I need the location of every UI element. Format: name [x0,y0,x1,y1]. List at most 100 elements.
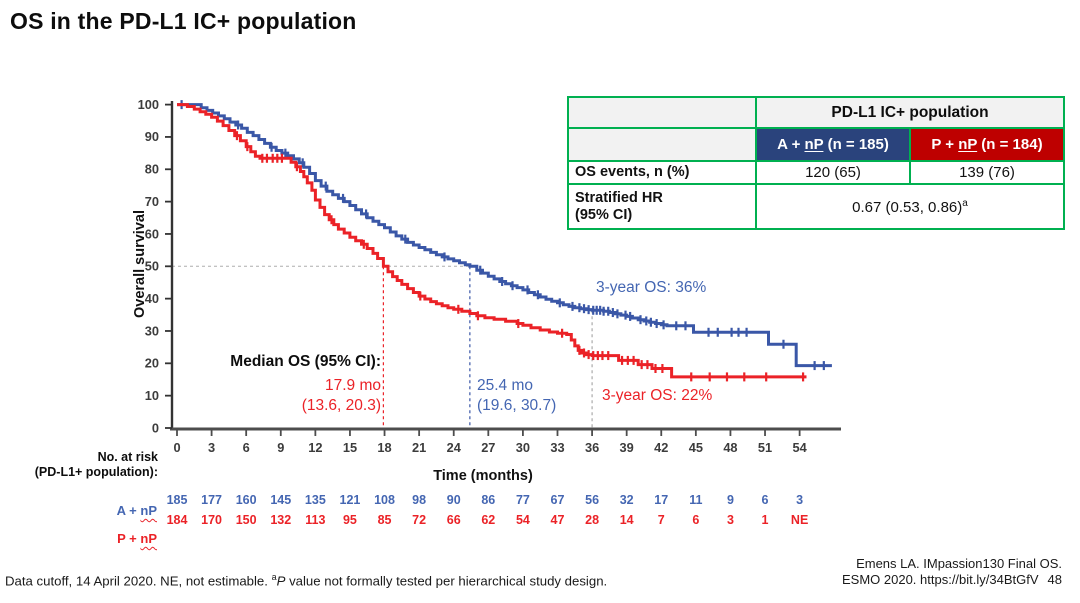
os-events-arm-a-cell: 120 (65) [755,160,911,185]
footnote-text2: value not formally tested per hierarchic… [285,573,608,589]
median-os-blue-annotation: 25.4 mo (19.6, 30.7) [477,376,637,416]
at-risk-p-prefix: P + [117,531,141,546]
summary-table-population-row: PD-L1 IC+ population [567,96,1065,129]
x-tick-label: 3 [208,440,215,455]
at-risk-count-arm-p: 3 [726,513,734,527]
citation: Emens LA. IMpassion130 Final OS. ESMO 20… [761,556,1062,588]
slide-page-number: 48 [1047,572,1062,587]
citation-line2-wrap: ESMO 2020. https://bit.ly/34BtGfV 48 [761,572,1062,588]
at-risk-count-arm-p: 72 [412,513,427,527]
x-tick-label: 39 [620,440,634,455]
footnote: Data cutoff, 14 April 2020. NE, not esti… [5,572,607,588]
at-risk-count-arm-p: 95 [342,513,357,527]
arm-a-np: nP [804,136,824,153]
os-events-label-cell: OS events, n (%) [567,160,757,185]
at-risk-count-arm-a: 90 [446,493,461,507]
page-title: OS in the PD-L1 IC+ population [10,8,357,34]
x-tick-label: 30 [516,440,530,455]
at-risk-count-arm-a: 9 [726,493,734,507]
x-axis-label: Time (months) [433,468,533,484]
median-os-label: Median OS (95% CI): [230,353,381,370]
at-risk-count-arm-p: 28 [585,513,600,527]
citation-line2: ESMO 2020. https://bit.ly/34BtGfV [841,572,1039,587]
summary-table-empty-cell [567,127,757,162]
arm-a-n: (n = 185) [823,136,889,153]
at-risk-count-arm-a: 98 [412,493,427,507]
median-blue-value: 25.4 mo [477,377,534,394]
arm-p-n: (n = 184) [977,136,1043,153]
stratified-hr-row: Stratified HR (95% CI) 0.67 (0.53, 0.86)… [567,183,1065,230]
y-axis-label: Overall survival [132,210,148,319]
at-risk-count-arm-a: 11 [689,493,703,507]
footnote-italic-p: P [276,573,286,589]
three-year-os-blue-annotation: 3-year OS: 36% [596,279,707,296]
x-tick-label: 21 [412,440,426,455]
hr-footnote-marker: a [962,197,968,209]
at-risk-count-arm-p: 85 [377,513,392,527]
arm-p-header-cell: P + nP (n = 184) [909,127,1065,162]
median-red-value: 17.9 mo [324,377,381,394]
at-risk-count-arm-a: 177 [201,493,222,507]
at-risk-arm-a-label: A + nP [57,503,157,518]
at-risk-count-arm-a: 67 [550,493,565,507]
at-risk-count-arm-a: 32 [619,493,634,507]
at-risk-count-arm-a: 160 [235,493,257,507]
x-tick-label: 51 [758,440,772,455]
at-risk-count-arm-a: 3 [796,493,804,507]
y-tick-label: 80 [145,162,159,177]
at-risk-count-arm-a: 56 [585,493,600,507]
at-risk-a-prefix: A + [116,503,141,518]
x-tick-label: 6 [243,440,250,455]
x-tick-label: 18 [377,440,391,455]
arm-a-header-cell: A + nP (n = 185) [755,127,911,162]
os-events-row: OS events, n (%) 120 (65) 139 (76) [567,160,1065,185]
x-tick-label: 15 [343,440,357,455]
at-risk-count-arm-p: 132 [270,513,292,527]
x-tick-label: 48 [723,440,737,455]
at-risk-count-arm-a: 145 [270,493,292,507]
arm-a-prefix: A + [777,136,805,153]
at-risk-count-arm-a: 6 [761,493,769,507]
x-tick-label: 36 [585,440,599,455]
at-risk-p-np: nP [140,531,157,546]
hr-value-cell: 0.67 (0.53, 0.86)a [755,183,1065,230]
at-risk-count-arm-p: 62 [481,513,496,527]
y-tick-label: 90 [145,129,159,144]
at-risk-count-arm-a: 86 [481,493,496,507]
x-tick-label: 54 [793,440,808,455]
at-risk-header: No. at risk (PD-L1+ population): [18,450,158,480]
at-risk-header-line1: No. at risk [97,450,158,464]
at-risk-arm-p-label: P + nP [57,531,157,546]
hr-value: 0.67 (0.53, 0.86) [852,198,963,216]
x-tick-label: 27 [481,440,495,455]
median-os-red-annotation: 17.9 mo (13.6, 20.3) [150,376,381,416]
summary-table-arm-header-row: A + nP (n = 185) P + nP (n = 184) [567,127,1065,162]
x-tick-label: 0 [173,440,180,455]
footnote-text1: Data cutoff, 14 April 2020. NE, not esti… [5,573,272,589]
at-risk-count-arm-p: 1 [761,513,769,527]
at-risk-count-arm-p: 7 [657,513,665,527]
arm-p-prefix: P + [931,136,959,153]
at-risk-count-arm-p: 66 [446,513,461,527]
x-tick-label: 12 [308,440,322,455]
x-tick-label: 33 [550,440,564,455]
arm-p-np: nP [958,136,978,153]
at-risk-count-arm-a: 121 [339,493,361,507]
at-risk-count-arm-p: 14 [619,513,634,527]
median-blue-ci: (19.6, 30.7) [477,397,557,414]
hr-label-line1: Stratified HR [575,189,663,206]
summary-table-corner-cell [567,96,757,129]
at-risk-count-arm-a: 185 [166,493,188,507]
os-events-arm-p-cell: 139 (76) [909,160,1065,185]
x-tick-label: 45 [689,440,703,455]
at-risk-count-arm-p: 184 [166,513,188,527]
citation-line1: Emens LA. IMpassion130 Final OS. [856,556,1062,571]
at-risk-header-line2: (PD-L1+ population): [34,465,158,479]
x-tick-label: 42 [654,440,668,455]
x-tick-label: 24 [447,440,462,455]
y-tick-label: 0 [152,420,159,435]
at-risk-count-arm-p: 170 [201,513,222,527]
hr-label-cell: Stratified HR (95% CI) [567,183,757,230]
at-risk-count-arm-p: 113 [305,513,326,527]
y-tick-label: 100 [138,97,159,112]
